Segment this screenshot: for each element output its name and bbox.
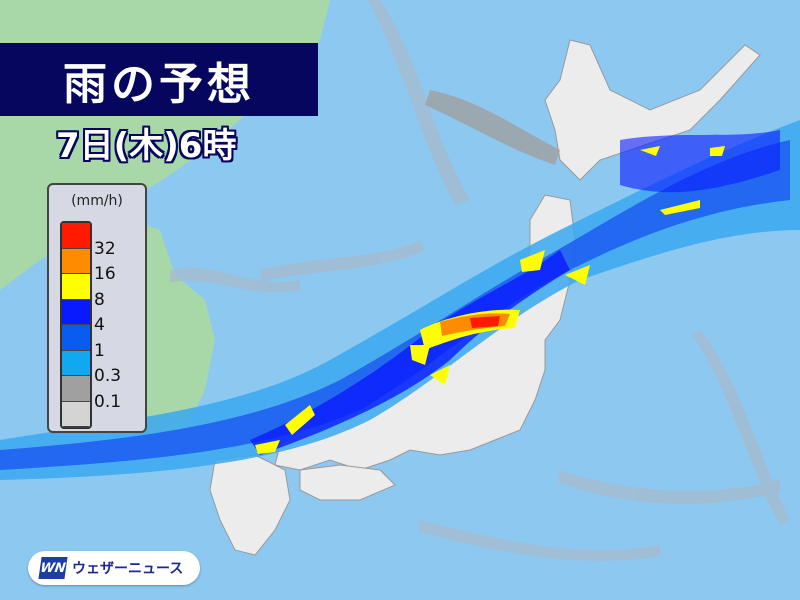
legend-swatch [62,325,90,351]
rain-yellow [410,345,430,365]
cloud-streak [692,330,790,525]
legend-label: 1 [94,340,105,361]
legend-label: 8 [94,289,105,310]
hokkaido [544,39,761,181]
rain-dark-blue [250,250,570,455]
rain-yellow [660,200,700,215]
forecast-time: 7日(木)6時 [56,126,237,166]
cloud-streak [418,520,660,561]
legend-swatch [62,376,90,402]
legend-color-bar [60,221,92,429]
legend-unit: (mm/h) [71,193,123,209]
rain-heavy-cells [255,146,725,454]
legend-label: 32 [94,238,116,259]
legend-label: 4 [94,315,105,335]
rain-yellow [430,365,450,385]
logo-text: ウェザーニュース [72,561,184,577]
legend-swatch [62,223,90,249]
legend-swatch [62,274,90,300]
shikoku [299,464,396,501]
rain-yellow [710,146,725,156]
rain-yellow [640,146,660,156]
legend-label: 16 [94,264,116,284]
cloud-streak [260,240,425,282]
cloud-streak [170,267,300,293]
legend-label: 0.1 [94,391,122,412]
legend-label: 0.3 [94,366,122,386]
cloud-streak [368,0,470,205]
legend-swatch [62,350,90,376]
logo-mark: WN [38,557,68,579]
legend-swatch [62,299,90,325]
rain-yellow [520,250,545,272]
rain-red [470,316,500,328]
rain-yellow [565,265,590,285]
title-banner: 雨の予想 [0,43,318,116]
rain-yellow [255,440,280,454]
cloud-streak [558,470,780,504]
rain-gray [425,90,560,165]
page-title: 雨の予想 [63,58,255,110]
rain-dark-blue [620,130,780,193]
legend-swatch [62,401,90,427]
precipitation-legend: (mm/h) 32 16 8 4 1 0.3 0.1 [47,183,147,433]
legend-swatch [62,248,90,274]
weathernews-logo: WN ウェザーニュース [28,551,200,585]
kyushu [209,454,291,556]
rain-yellow [285,405,315,435]
